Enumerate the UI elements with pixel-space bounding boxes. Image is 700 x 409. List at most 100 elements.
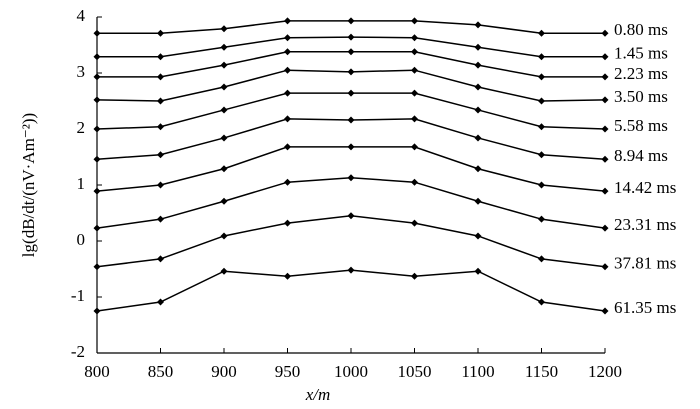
- series-line: [96, 176, 606, 229]
- marker: [538, 29, 545, 37]
- y-tick-label: -2: [71, 342, 85, 361]
- marker: [284, 115, 291, 123]
- series-label: 61.35 ms: [614, 298, 676, 317]
- marker: [601, 187, 609, 195]
- x-tick-label: 1000: [334, 362, 368, 381]
- marker: [411, 48, 418, 56]
- marker: [601, 224, 609, 232]
- marker: [93, 73, 101, 81]
- series-line: [96, 215, 606, 268]
- marker: [347, 143, 355, 151]
- marker: [601, 155, 609, 163]
- x-tick-label: 1050: [398, 362, 432, 381]
- marker: [220, 232, 228, 240]
- marker: [601, 29, 609, 37]
- marker: [220, 83, 228, 91]
- marker: [474, 43, 482, 51]
- marker: [157, 123, 164, 131]
- marker: [220, 165, 228, 173]
- marker: [93, 155, 101, 163]
- marker: [157, 97, 164, 105]
- marker: [474, 197, 482, 205]
- marker: [347, 116, 355, 124]
- series-line: [96, 146, 606, 192]
- y-axis-label: lg(dB/dt/(nV·Am⁻²)): [19, 113, 38, 257]
- series-label: 3.50 ms: [614, 87, 668, 106]
- marker: [93, 125, 101, 133]
- series-label: 14.42 ms: [614, 178, 676, 197]
- marker: [411, 219, 418, 227]
- marker: [284, 219, 291, 227]
- marker: [411, 89, 418, 97]
- marker: [538, 181, 545, 189]
- marker: [220, 134, 228, 142]
- marker: [474, 106, 482, 114]
- marker: [411, 34, 418, 42]
- marker: [347, 174, 355, 182]
- marker: [347, 48, 355, 56]
- series-label: 0.80 ms: [614, 20, 668, 39]
- marker: [157, 53, 164, 61]
- marker: [284, 143, 291, 151]
- marker: [93, 29, 101, 37]
- marker: [157, 298, 164, 306]
- y-tick-label: 2: [77, 118, 86, 137]
- marker: [601, 125, 609, 133]
- marker: [474, 165, 482, 173]
- marker: [411, 178, 418, 186]
- marker: [93, 307, 101, 315]
- marker: [157, 29, 164, 37]
- marker: [157, 215, 164, 223]
- marker: [474, 232, 482, 240]
- marker: [220, 25, 228, 33]
- x-tick-label: 800: [84, 362, 110, 381]
- marker: [538, 53, 545, 61]
- series-label: 1.45 ms: [614, 44, 668, 63]
- marker: [284, 34, 291, 42]
- marker: [347, 33, 355, 41]
- marker: [474, 61, 482, 69]
- y-tick-label: 1: [77, 174, 86, 193]
- marker: [601, 263, 609, 271]
- marker: [284, 272, 291, 280]
- marker: [474, 267, 482, 275]
- series-label: 8.94 ms: [614, 146, 668, 165]
- marker: [220, 197, 228, 205]
- marker: [284, 66, 291, 74]
- marker: [284, 17, 291, 25]
- marker: [284, 48, 291, 56]
- marker: [601, 96, 609, 104]
- marker: [347, 212, 355, 220]
- y-tick-label: 4: [77, 6, 86, 25]
- marker: [347, 89, 355, 97]
- x-tick-label: 1200: [588, 362, 622, 381]
- marker: [347, 266, 355, 274]
- marker: [538, 298, 545, 306]
- marker: [157, 255, 164, 263]
- marker: [474, 134, 482, 142]
- marker: [601, 73, 609, 81]
- x-tick-label: 950: [275, 362, 301, 381]
- x-tick-label: 1150: [525, 362, 558, 381]
- marker: [93, 96, 101, 104]
- marker: [220, 61, 228, 69]
- marker: [284, 178, 291, 186]
- marker: [538, 97, 545, 105]
- marker: [347, 68, 355, 76]
- marker: [411, 272, 418, 280]
- marker: [93, 187, 101, 195]
- x-tick-label: 850: [148, 362, 174, 381]
- marker: [220, 43, 228, 51]
- series-label: 5.58 ms: [614, 116, 668, 135]
- marker: [347, 17, 355, 25]
- y-tick-label: 3: [77, 62, 86, 81]
- marker: [538, 215, 545, 223]
- marker: [157, 73, 164, 81]
- marker: [538, 151, 545, 159]
- y-tick-label: 0: [77, 230, 86, 249]
- marker: [411, 115, 418, 123]
- marker: [93, 53, 101, 61]
- marker: [411, 17, 418, 25]
- marker: [157, 181, 164, 189]
